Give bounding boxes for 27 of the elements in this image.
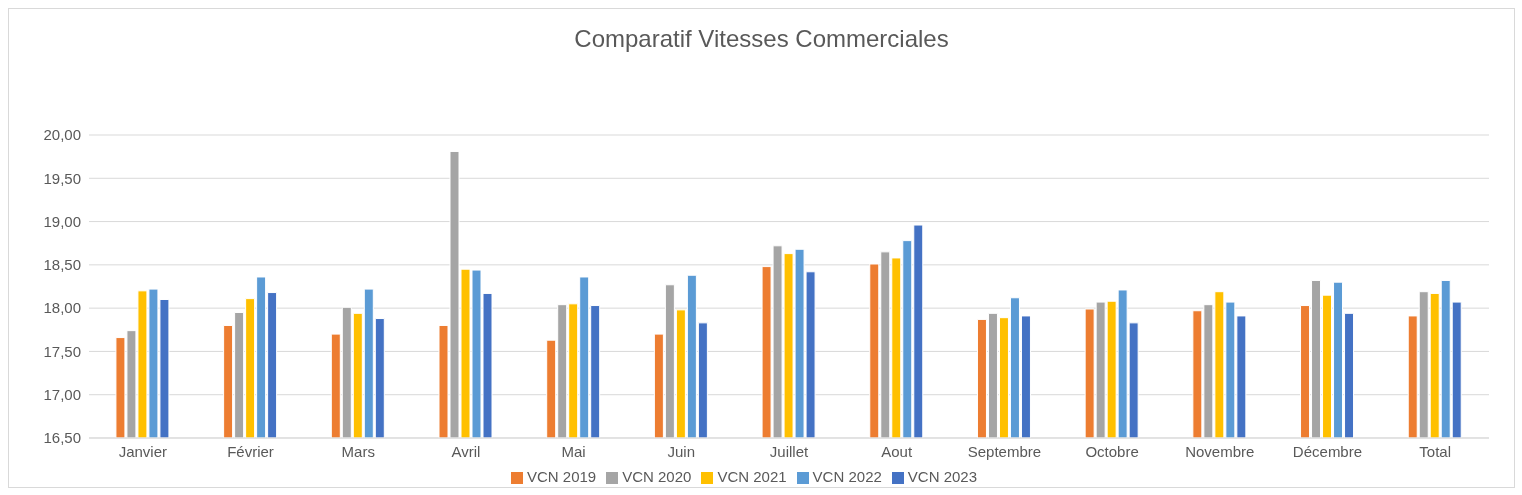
legend-label: VCN 2020 [622, 468, 692, 485]
y-tick-label: 17,50 [43, 342, 81, 360]
x-tick-label: Total [1419, 442, 1451, 460]
legend-label: VCN 2023 [907, 468, 978, 485]
y-tick-label: 19,00 [43, 212, 81, 230]
legend-label: VCN 2021 [717, 468, 787, 485]
x-tick-label: Décembre [1292, 442, 1363, 460]
x-tick-label: Mars [341, 442, 375, 460]
y-tick-label: 18,50 [43, 256, 81, 274]
x-tick-label: Juillet [769, 442, 809, 460]
y-tick-label: 16,50 [43, 429, 81, 447]
x-tick-label: Avril [451, 442, 481, 460]
x-tick-label: Aout [881, 442, 913, 460]
x-tick-label: Octobre [1085, 442, 1139, 460]
x-tick-label: Janvier [118, 442, 168, 460]
x-tick-label: Février [227, 442, 274, 460]
x-tick-label: Juin [667, 442, 696, 460]
x-tick-label: Novembre [1185, 442, 1255, 460]
chart-title: Comparatif Vitesses Commerciales [573, 24, 950, 54]
x-tick-label: Mai [561, 442, 586, 460]
legend-label: VCN 2019 [526, 468, 597, 485]
x-tick-label: Septembre [967, 442, 1042, 460]
legend-label: VCN 2022 [812, 468, 882, 485]
y-tick-label: 18,00 [43, 299, 81, 317]
y-tick-label: 20,00 [43, 126, 81, 144]
y-tick-label: 19,50 [43, 169, 81, 187]
y-tick-label: 17,00 [43, 386, 81, 404]
